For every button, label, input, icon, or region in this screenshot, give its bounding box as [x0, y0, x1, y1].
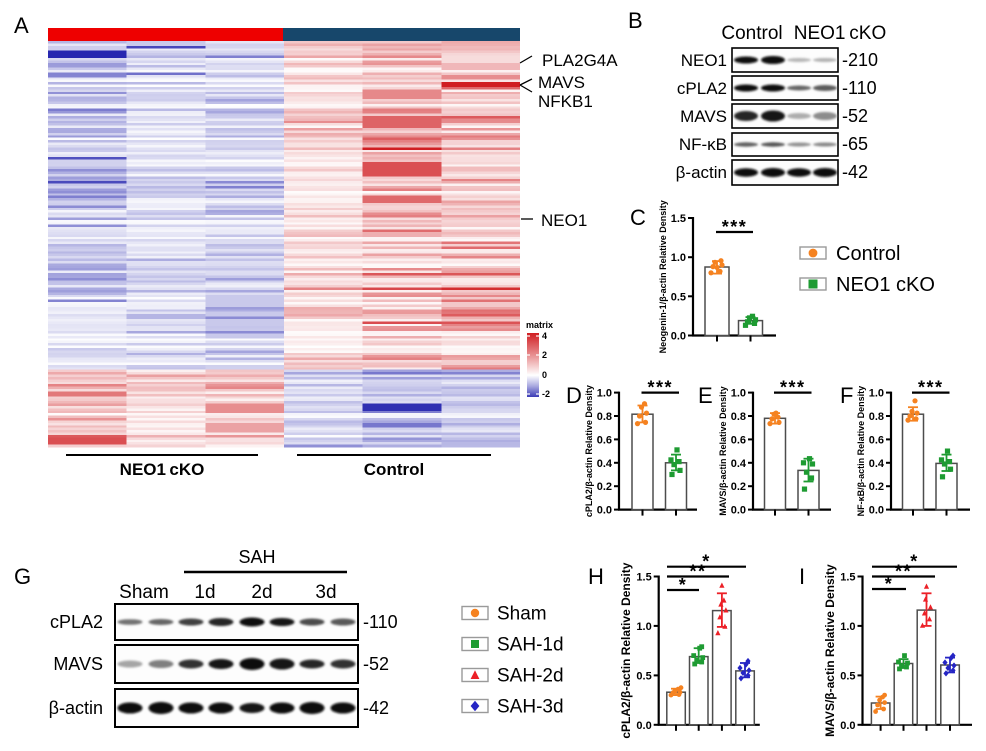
svg-text:*: * [679, 575, 688, 595]
svg-text:NEO1 cKO: NEO1 cKO [836, 274, 935, 296]
svg-text:0.2: 0.2 [597, 481, 612, 493]
svg-text:0.4: 0.4 [597, 458, 613, 470]
svg-text:0.5: 0.5 [636, 670, 651, 682]
svg-text:1.0: 1.0 [869, 388, 884, 400]
svg-text:β-actin: β-actin [49, 698, 103, 718]
svg-text:Sham: Sham [119, 582, 169, 603]
svg-text:0.0: 0.0 [597, 505, 612, 517]
svg-text:cPLA2/β-actin Relative Density: cPLA2/β-actin Relative Density [584, 385, 594, 517]
svg-text:*: * [885, 574, 894, 594]
svg-text:0.0: 0.0 [636, 720, 651, 732]
svg-text:NEO1: NEO1 [541, 211, 587, 230]
svg-text:2: 2 [542, 350, 547, 360]
svg-text:0.8: 0.8 [731, 411, 746, 423]
svg-text:NEO1 cKO: NEO1 cKO [120, 460, 205, 479]
svg-text:1.0: 1.0 [597, 388, 612, 400]
svg-text:MAVS/β-actin Relative Density: MAVS/β-actin Relative Density [718, 386, 728, 515]
svg-text:matrix: matrix [526, 320, 553, 330]
svg-text:1.5: 1.5 [671, 213, 686, 225]
svg-text:1.0: 1.0 [671, 252, 686, 264]
svg-text:0.0: 0.0 [671, 331, 686, 343]
svg-text:B: B [628, 8, 643, 33]
svg-text:cPLA2: cPLA2 [677, 79, 727, 98]
svg-text:Control: Control [836, 243, 900, 265]
svg-text:***: *** [918, 378, 944, 398]
svg-text:1.5: 1.5 [840, 572, 855, 584]
svg-text:***: *** [780, 378, 806, 398]
svg-text:NEO1: NEO1 [681, 51, 727, 70]
svg-text:0.2: 0.2 [731, 481, 746, 493]
svg-text:SAH-3d: SAH-3d [497, 697, 564, 718]
svg-text:0.4: 0.4 [869, 458, 885, 470]
svg-text:0.8: 0.8 [597, 411, 612, 423]
svg-text:4: 4 [542, 331, 547, 341]
svg-text:NEO1 cKO: NEO1 cKO [794, 23, 887, 44]
svg-text:NFKB1: NFKB1 [538, 92, 593, 111]
svg-text:2d: 2d [251, 582, 272, 603]
svg-text:I: I [799, 564, 805, 589]
svg-text:0.2: 0.2 [869, 481, 884, 493]
svg-text:0.6: 0.6 [597, 434, 612, 446]
svg-text:H: H [588, 564, 604, 589]
svg-text:-52: -52 [842, 106, 868, 126]
svg-text:0.8: 0.8 [869, 411, 884, 423]
svg-text:Neogenin-1/β-actin Relative De: Neogenin-1/β-actin Relative Density [658, 200, 668, 353]
svg-text:0.5: 0.5 [840, 670, 855, 682]
svg-text:β-actin: β-actin [676, 163, 727, 182]
svg-text:0.6: 0.6 [869, 434, 884, 446]
svg-text:0.0: 0.0 [840, 720, 855, 732]
svg-text:G: G [14, 564, 31, 589]
svg-text:SAH: SAH [238, 547, 275, 567]
svg-text:C: C [630, 205, 646, 230]
svg-text:1.0: 1.0 [636, 621, 651, 633]
svg-text:1.0: 1.0 [840, 621, 855, 633]
svg-text:-110: -110 [842, 78, 877, 98]
svg-text:0.0: 0.0 [731, 505, 746, 517]
svg-text:-52: -52 [363, 654, 389, 674]
svg-text:SAH-1d: SAH-1d [497, 635, 564, 656]
svg-text:MAVS/β-actin Relative Density: MAVS/β-actin Relative Density [823, 564, 837, 737]
svg-text:3d: 3d [315, 582, 336, 603]
svg-text:MAVS: MAVS [53, 654, 103, 674]
svg-text:0.0: 0.0 [869, 505, 884, 517]
svg-text:*: * [702, 552, 711, 572]
svg-text:D: D [566, 383, 582, 408]
svg-text:-65: -65 [842, 134, 868, 154]
svg-text:A: A [14, 13, 29, 38]
svg-text:MAVS: MAVS [538, 73, 585, 92]
svg-text:cPLA2: cPLA2 [50, 612, 103, 632]
svg-text:SAH-2d: SAH-2d [497, 666, 564, 687]
svg-text:NF-κB/β-actin Relative Density: NF-κB/β-actin Relative Density [856, 386, 866, 517]
svg-text:PLA2G4A: PLA2G4A [542, 51, 618, 70]
svg-text:0.5: 0.5 [671, 291, 686, 303]
svg-text:Sham: Sham [497, 604, 547, 625]
svg-text:NF-κB: NF-κB [679, 135, 727, 154]
svg-text:***: *** [722, 217, 748, 237]
svg-text:1.0: 1.0 [731, 388, 746, 400]
svg-text:***: *** [647, 378, 673, 398]
svg-text:*: * [910, 552, 919, 572]
svg-text:1d: 1d [194, 582, 215, 603]
svg-text:-42: -42 [842, 162, 868, 182]
svg-text:-2: -2 [542, 389, 550, 399]
svg-text:E: E [698, 383, 713, 408]
svg-text:F: F [840, 383, 853, 408]
svg-text:Control: Control [364, 460, 424, 479]
svg-text:-42: -42 [363, 698, 389, 718]
svg-text:Control: Control [721, 23, 782, 44]
svg-text:MAVS: MAVS [680, 107, 727, 126]
svg-text:0.6: 0.6 [731, 434, 746, 446]
svg-text:-110: -110 [363, 612, 398, 632]
svg-text:-210: -210 [842, 50, 878, 70]
svg-text:1.5: 1.5 [636, 572, 651, 584]
svg-text:0.4: 0.4 [731, 458, 747, 470]
svg-text:0: 0 [542, 370, 547, 380]
svg-text:cPLA2/β-actin Relative Density: cPLA2/β-actin Relative Density [619, 562, 633, 738]
